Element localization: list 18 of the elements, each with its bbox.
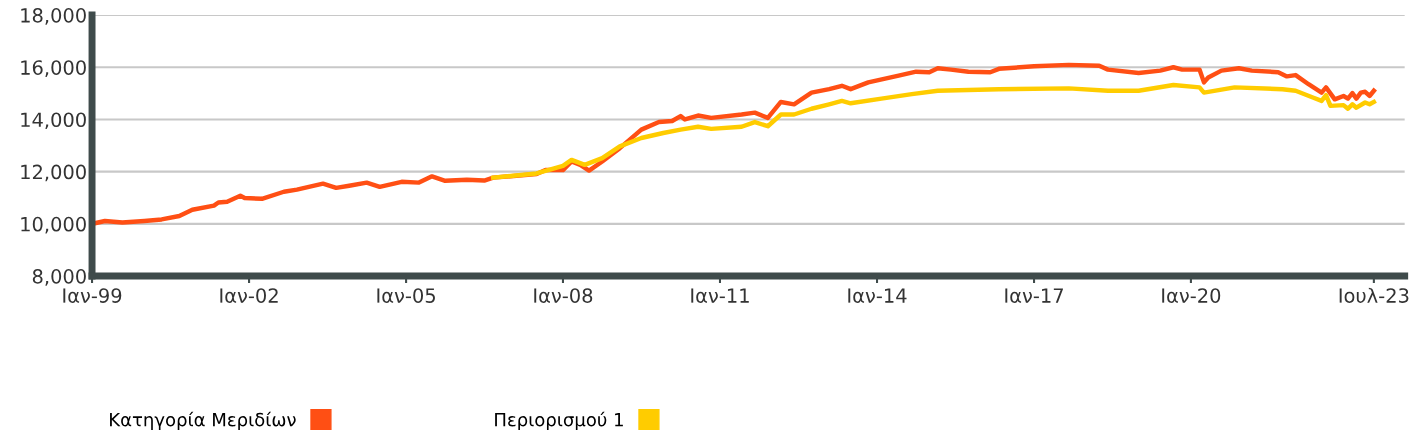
y-tick-label: 12,000 <box>21 164 86 182</box>
y-tick-label: 10,000 <box>21 216 86 234</box>
x-tick-label: Ιαν-17 <box>1005 288 1063 303</box>
x-tick-label: Ιαν-14 <box>848 288 907 303</box>
x-tick-label: Ιαν-20 <box>1162 288 1221 303</box>
x-tick-label: Ιαν-05 <box>377 288 435 303</box>
legend-label: Περιορισμού 1 <box>495 411 623 430</box>
y-tick-label: 14,000 <box>21 112 86 130</box>
line-series <box>490 82 1377 180</box>
x-tick-label: Ιαν-02 <box>220 288 278 303</box>
x-tick-label: Ιαν-08 <box>534 288 593 303</box>
legend-label: Κατηγορία Μεριδίων <box>110 411 296 430</box>
y-tick-label: 8,000 <box>32 269 86 286</box>
y-tick-label: 16,000 <box>21 60 86 77</box>
x-tick-label: Ιαν-99 <box>63 288 122 303</box>
x-tick-label: Ιουλ-23 <box>1339 287 1409 303</box>
y-tick-label: 18,000 <box>21 8 86 25</box>
x-tick-label: Ιαν-11 <box>691 288 749 303</box>
